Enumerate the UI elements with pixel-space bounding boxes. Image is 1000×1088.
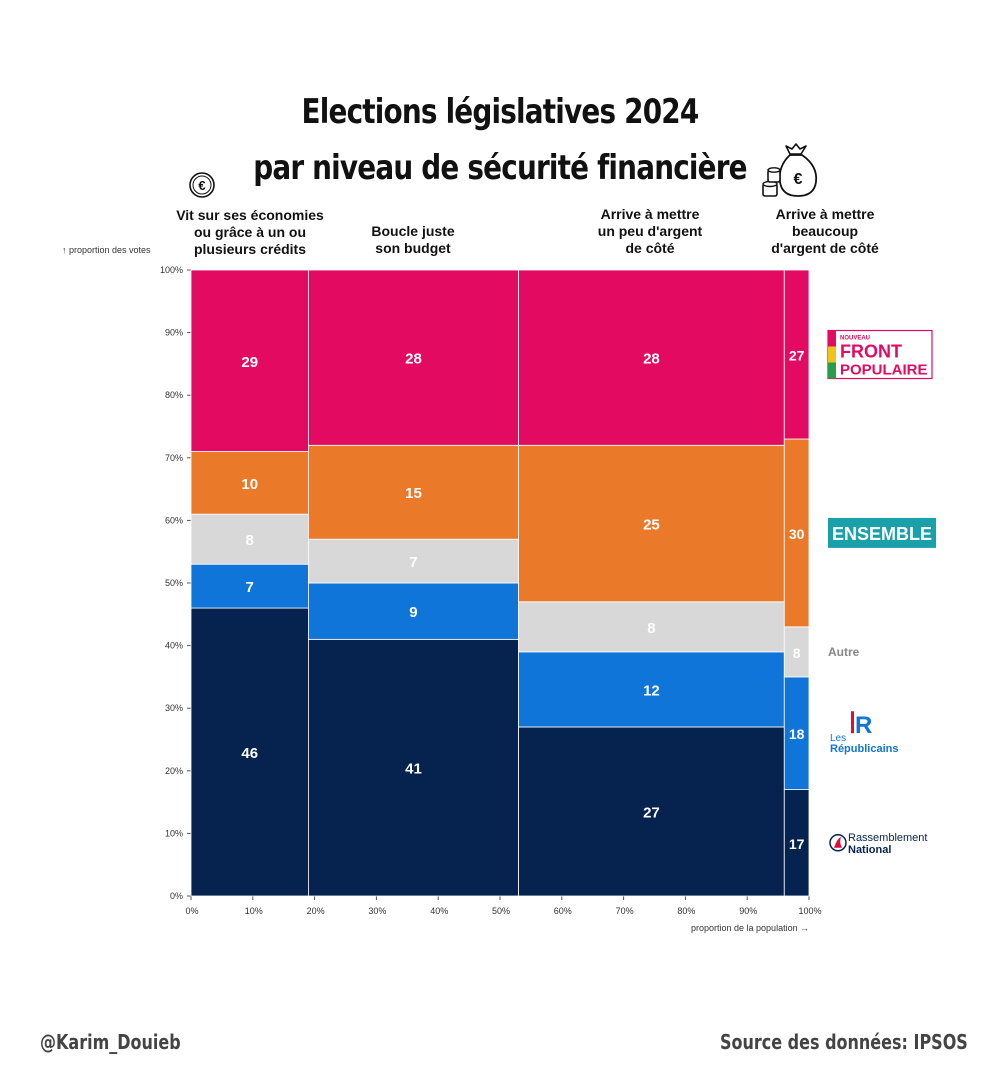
- bar-segment-ensemble: [518, 444, 785, 603]
- legend-rassemblement-national-flame-icon: [834, 836, 842, 848]
- bar-segment-front-populaire: [190, 269, 309, 452]
- chart-title-line-1: Elections législatives 2024: [301, 92, 700, 132]
- legend-ensemble-box: [828, 517, 936, 548]
- euro-coin-icon: €: [189, 172, 215, 198]
- data-label: 27: [643, 804, 660, 821]
- bar-segment-autre: [190, 513, 309, 565]
- legend-front-populaire-text: POPULAIRE: [840, 362, 928, 379]
- x-tick-label: 60%: [554, 906, 572, 916]
- bar-segment-autre: [783, 626, 810, 678]
- legend-les-republicains-mark: [851, 711, 854, 734]
- column-header-boucle-budget: Boucle juste son budget: [371, 223, 455, 256]
- bar-segment-ensemble: [308, 444, 519, 540]
- y-tick-label: 90%: [165, 328, 183, 338]
- data-label: 28: [643, 351, 660, 368]
- chart-title-line-2: par niveau de sécurité financière: [253, 148, 747, 188]
- bar-segment-autre: [518, 601, 785, 653]
- legend-front-populaire-stripe: [828, 346, 836, 363]
- x-tick-label: 40%: [430, 906, 448, 916]
- bar-segment-les-republicains: [783, 676, 810, 790]
- data-label: 17: [789, 836, 805, 852]
- legend-front-populaire-stripe: [828, 362, 836, 379]
- x-axis-label: proportion de la population →: [691, 923, 810, 933]
- author-handle: @Karim_Douieb: [40, 1030, 181, 1054]
- legend-front-populaire-text: FRONT: [840, 342, 902, 362]
- bar-segment-rassemblement-national: [308, 638, 519, 897]
- y-axis-label: ↑ proportion des votes: [62, 245, 151, 255]
- bar-segment-ensemble: [190, 451, 309, 515]
- x-tick-label: 0%: [185, 906, 198, 916]
- legend-front-populaire-frame: [827, 329, 933, 380]
- legend-rassemblement-national-text: Rassemblement: [848, 832, 927, 844]
- y-tick-label: 100%: [160, 265, 183, 275]
- bar-segment-autre: [308, 538, 519, 584]
- data-label: 15: [405, 485, 422, 502]
- data-label: 46: [241, 745, 258, 762]
- x-tick-label: 70%: [616, 906, 634, 916]
- x-tick-label: 80%: [677, 906, 695, 916]
- data-label: 41: [405, 761, 422, 778]
- legend-rassemblement-national-text: National: [848, 844, 891, 856]
- legend-ensemble-text: ENSEMBLE: [832, 524, 932, 544]
- bar-segment-rassemblement-national: [190, 607, 309, 897]
- x-tick-label: 20%: [307, 906, 325, 916]
- svg-text:€: €: [794, 171, 803, 188]
- svg-text:€: €: [198, 178, 205, 193]
- data-label: 7: [409, 554, 417, 571]
- data-label: 27: [789, 348, 805, 364]
- data-label: 8: [647, 620, 655, 637]
- column-header-beaucoup-de-cote: Arrive à mettre beaucoup d'argent de côt…: [771, 206, 879, 256]
- x-tick-label: 50%: [492, 906, 510, 916]
- data-label: 7: [246, 579, 254, 596]
- data-label: 18: [789, 726, 805, 742]
- y-tick-label: 50%: [165, 578, 183, 588]
- data-label: 29: [241, 354, 258, 371]
- x-tick-label: 90%: [739, 906, 757, 916]
- y-tick-label: 10%: [165, 828, 183, 838]
- bar-segment-rassemblement-national: [783, 789, 810, 897]
- x-tick-label: 100%: [798, 906, 821, 916]
- legend-autre-text: Autre: [828, 645, 860, 659]
- y-tick-label: 40%: [165, 641, 183, 651]
- data-label: 12: [643, 682, 660, 699]
- y-tick-label: 60%: [165, 515, 183, 525]
- x-tick-label: 30%: [368, 906, 386, 916]
- data-label: 9: [409, 604, 417, 621]
- legend-front-populaire-stripe: [828, 330, 836, 347]
- data-label: 8: [246, 532, 254, 549]
- money-bag-icon: €: [762, 143, 818, 197]
- legend-les-republicains-text: Les: [830, 733, 846, 744]
- y-tick-label: 0%: [170, 891, 183, 901]
- bar-segment-front-populaire: [518, 269, 785, 446]
- legend-front-populaire-text: NOUVEAU: [840, 336, 870, 342]
- data-label: 30: [789, 526, 805, 542]
- data-label: 10: [241, 476, 258, 493]
- bar-segment-front-populaire: [783, 269, 810, 440]
- x-tick-label: 10%: [245, 906, 263, 916]
- bar-segment-front-populaire: [308, 269, 519, 446]
- y-tick-label: 30%: [165, 703, 183, 713]
- column-header-economies: Vit sur ses économies ou grâce à un ou p…: [176, 207, 324, 257]
- y-tick-label: 20%: [165, 766, 183, 776]
- data-label: 28: [405, 351, 422, 368]
- data-label: 8: [793, 645, 801, 661]
- data-source: Source des données: IPSOS: [720, 1030, 968, 1054]
- data-label: 25: [643, 517, 660, 534]
- y-tick-label: 70%: [165, 453, 183, 463]
- column-header-un-peu-de-cote: Arrive à mettre un peu d'argent de côté: [597, 206, 703, 256]
- bar-segment-ensemble: [783, 438, 810, 628]
- bar-segment-les-republicains: [308, 582, 519, 640]
- y-tick-label: 80%: [165, 390, 183, 400]
- legend-les-republicains-mark: R: [855, 712, 872, 739]
- legend-les-republicains-text: Républicains: [830, 743, 898, 755]
